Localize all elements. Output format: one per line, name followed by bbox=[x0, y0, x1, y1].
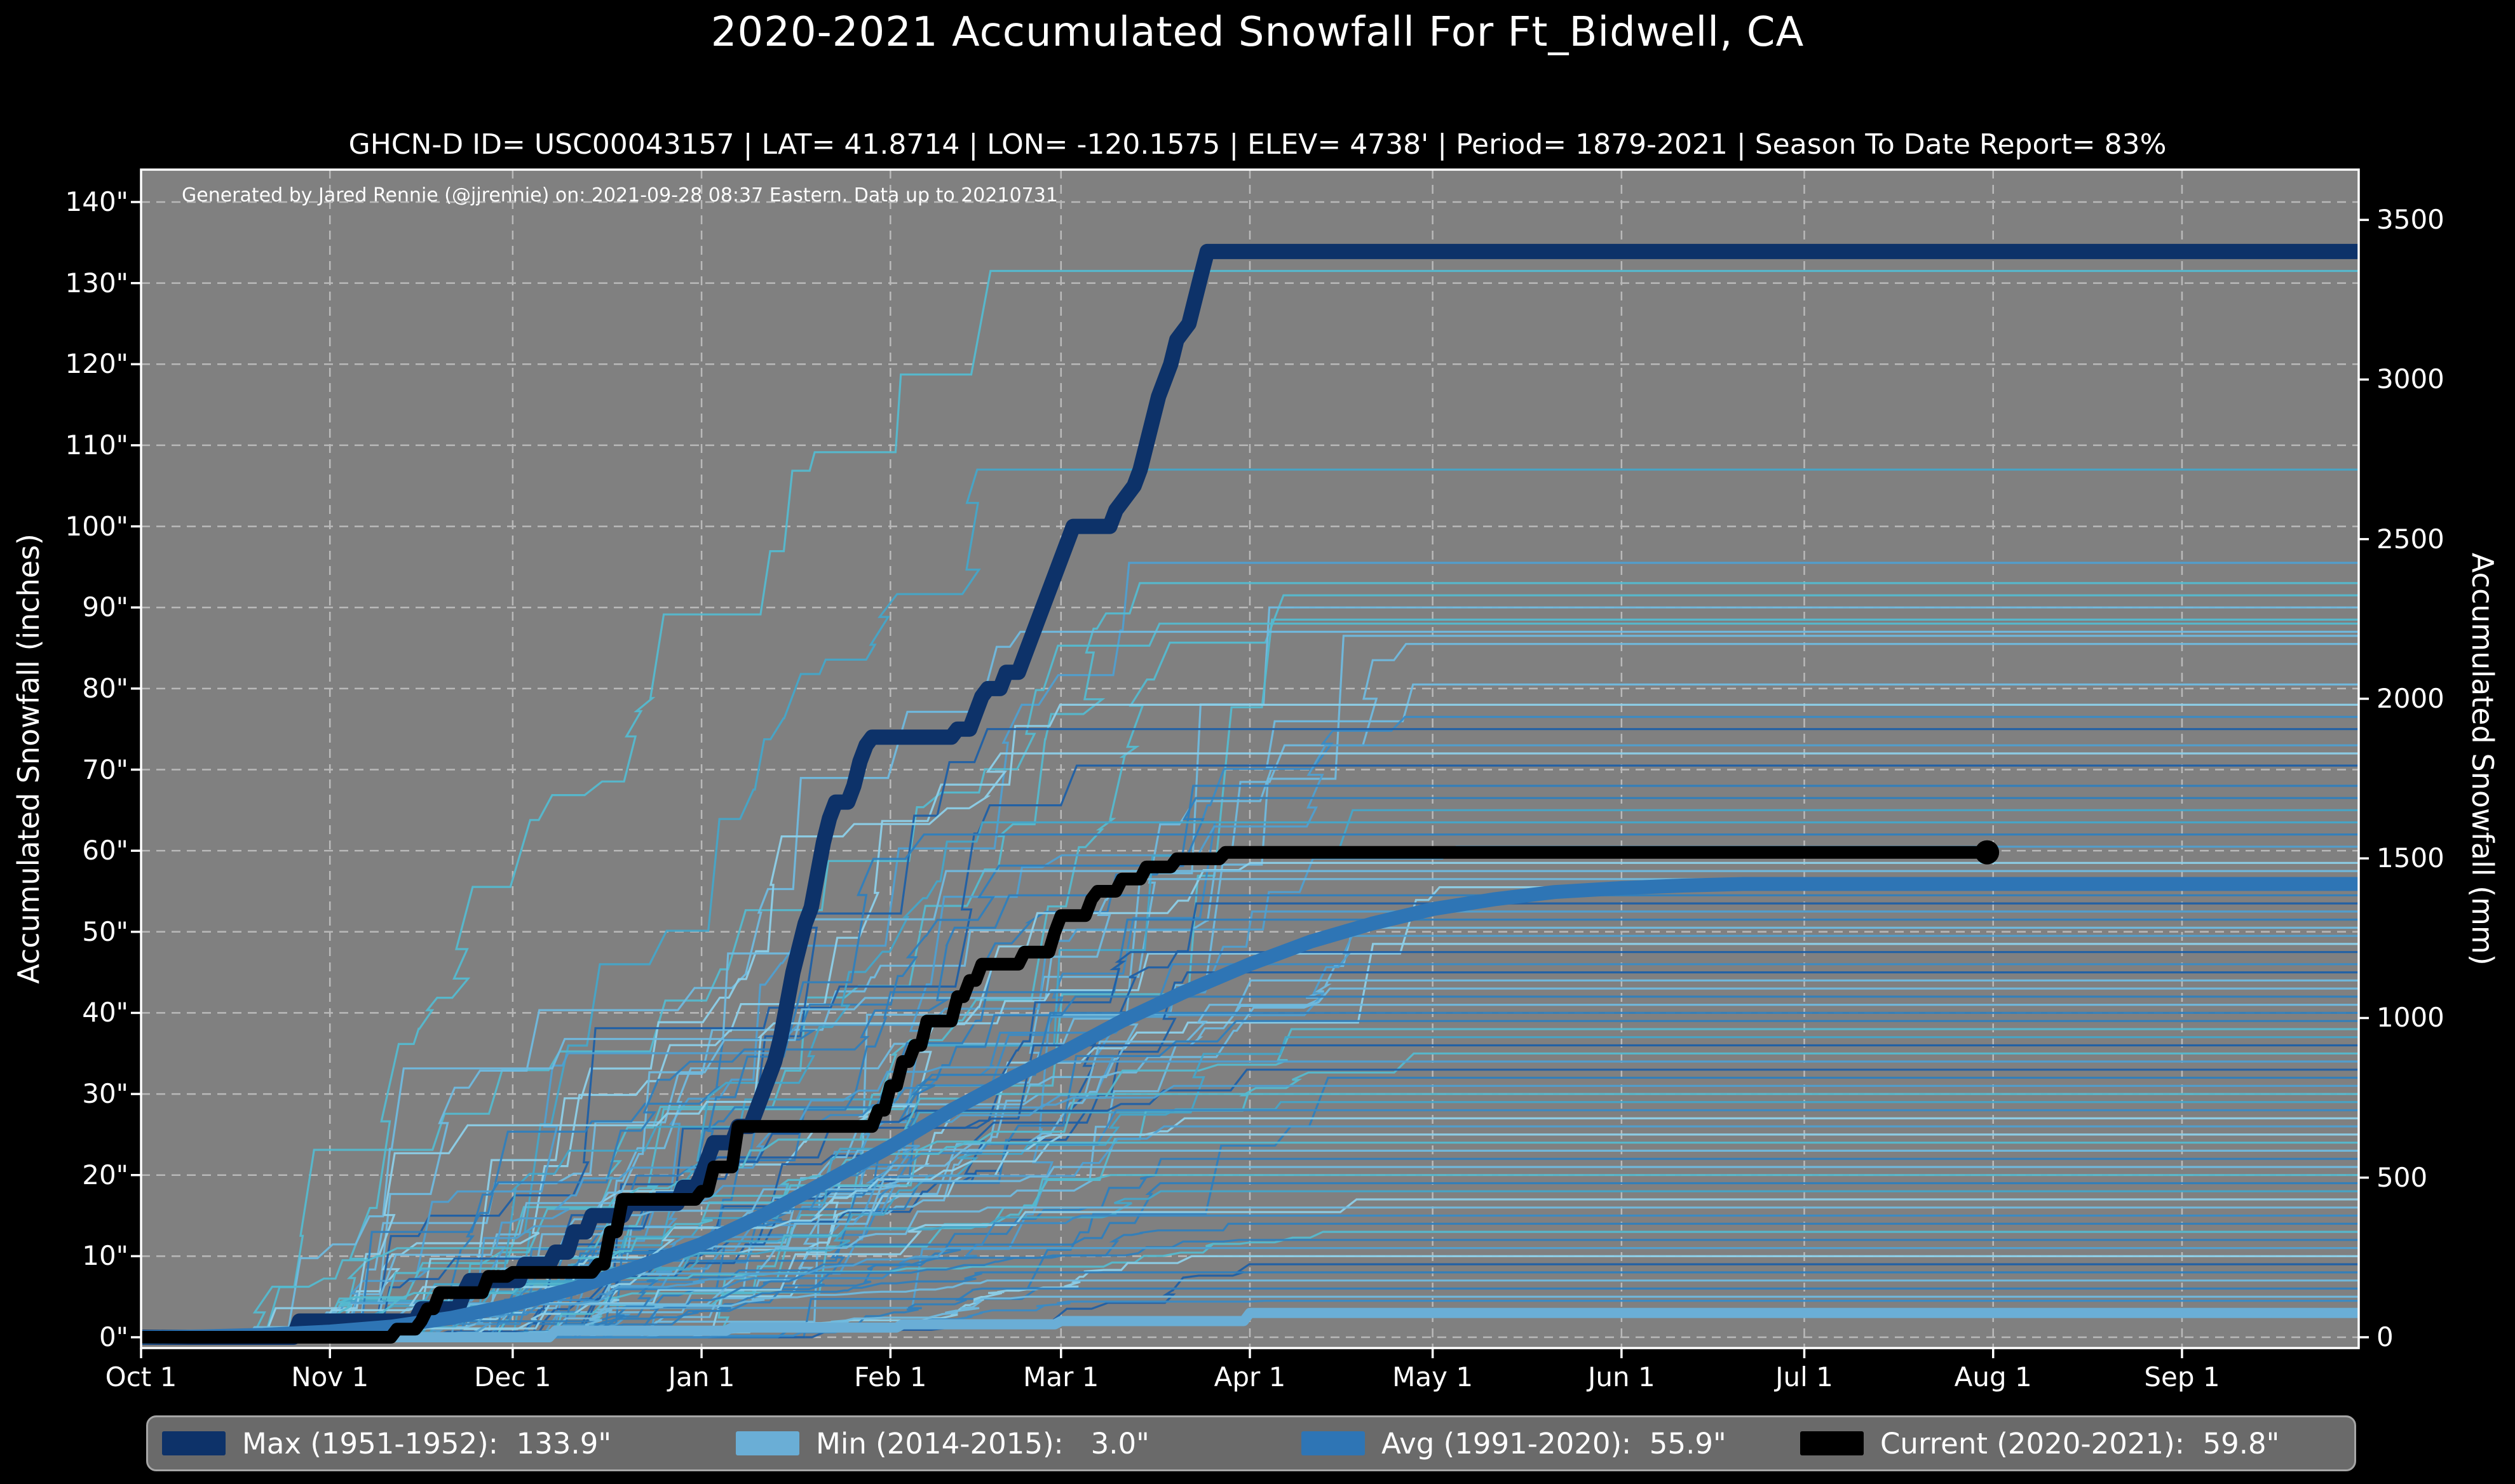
legend-label-min: Min (2014-2015): 3.0" bbox=[816, 1426, 1149, 1460]
series-current-2020-2021- bbox=[141, 846, 1988, 1344]
page-title: 2020-2021 Accumulated Snowfall For Ft_Bi… bbox=[710, 9, 1805, 56]
left-axis-tick-label: 90" bbox=[82, 591, 128, 623]
right-axis-tick-label: 0 bbox=[2376, 1321, 2394, 1352]
right-axis-tick-label: 3000 bbox=[2376, 363, 2444, 395]
right-axis-title: Accumulated Snowfall (mm) bbox=[2465, 552, 2500, 966]
series-min-2014-2015- bbox=[141, 1307, 2359, 1342]
right-axis-tick-label: 2000 bbox=[2376, 682, 2444, 714]
plot-area bbox=[141, 170, 2359, 1348]
left-axis-tick-label: 10" bbox=[82, 1240, 128, 1272]
left-axis-tick-label: 80" bbox=[82, 672, 128, 704]
legend: Max (1951-1952): 133.9" Min (2014-2015):… bbox=[146, 1415, 2356, 1471]
left-axis-tick-label: 70" bbox=[82, 753, 128, 785]
left-axis-tick-label: 140" bbox=[65, 186, 128, 217]
left-axis-tick-label: 120" bbox=[65, 348, 128, 380]
x-axis-tick-label: May 1 bbox=[1392, 1361, 1474, 1393]
x-axis-tick-label: Apr 1 bbox=[1214, 1361, 1286, 1393]
left-axis-tick-label: 40" bbox=[82, 997, 128, 1029]
current-season-end-marker bbox=[1975, 840, 2000, 865]
generated-by-annotation: Generated by Jared Rennie (@jjrennie) on… bbox=[182, 184, 1058, 206]
legend-entry-avg: Avg (1991-2020): 55.9" bbox=[1301, 1417, 1726, 1469]
left-axis-tick-label: 30" bbox=[82, 1078, 128, 1110]
x-axis-tick-label: Feb 1 bbox=[854, 1361, 927, 1393]
right-axis-tick-label: 1000 bbox=[2376, 1002, 2444, 1034]
left-axis-tick-label: 130" bbox=[65, 267, 128, 299]
right-axis-tick-label: 1500 bbox=[2376, 842, 2444, 874]
legend-label-avg: Avg (1991-2020): 55.9" bbox=[1381, 1426, 1726, 1460]
axis-ticks bbox=[131, 201, 2369, 1358]
left-axis-tick-label: 60" bbox=[82, 835, 128, 867]
series-max-1951-1952- bbox=[141, 243, 2359, 1345]
x-axis-tick-label: Jun 1 bbox=[1588, 1361, 1655, 1393]
legend-entry-min: Min (2014-2015): 3.0" bbox=[736, 1417, 1149, 1469]
right-axis-tick-label: 3500 bbox=[2376, 204, 2444, 236]
x-axis-tick-label: Jul 1 bbox=[1775, 1361, 1833, 1393]
left-axis-tick-label: 0" bbox=[98, 1321, 128, 1352]
legend-swatch-current bbox=[1800, 1431, 1864, 1455]
x-axis-tick-label: Dec 1 bbox=[474, 1361, 552, 1393]
left-axis-tick-label: 110" bbox=[65, 429, 128, 461]
x-axis-tick-label: Aug 1 bbox=[1954, 1361, 2032, 1393]
legend-swatch-min bbox=[736, 1431, 799, 1455]
right-axis-tick-label: 500 bbox=[2376, 1161, 2428, 1193]
legend-swatch-max bbox=[162, 1431, 226, 1455]
legend-entry-max: Max (1951-1952): 133.9" bbox=[162, 1417, 611, 1469]
legend-label-current: Current (2020-2021): 59.8" bbox=[1880, 1426, 2280, 1460]
x-axis-tick-label: Jan 1 bbox=[668, 1361, 735, 1393]
left-axis-tick-label: 50" bbox=[82, 915, 128, 947]
legend-swatch-avg bbox=[1301, 1431, 1365, 1455]
x-axis-tick-label: Sep 1 bbox=[2144, 1361, 2220, 1393]
x-axis-tick-label: Oct 1 bbox=[105, 1361, 177, 1393]
right-axis-tick-label: 2500 bbox=[2376, 523, 2444, 555]
x-axis-tick-label: Nov 1 bbox=[291, 1361, 369, 1393]
left-axis-tick-label: 100" bbox=[65, 510, 128, 542]
left-axis-tick-label: 20" bbox=[82, 1159, 128, 1191]
legend-label-max: Max (1951-1952): 133.9" bbox=[242, 1426, 612, 1460]
legend-entry-current: Current (2020-2021): 59.8" bbox=[1800, 1417, 2279, 1469]
station-metadata-subtitle: GHCN-D ID= USC00043157 | LAT= 41.8714 | … bbox=[348, 128, 2167, 161]
x-axis-tick-label: Mar 1 bbox=[1023, 1361, 1099, 1393]
